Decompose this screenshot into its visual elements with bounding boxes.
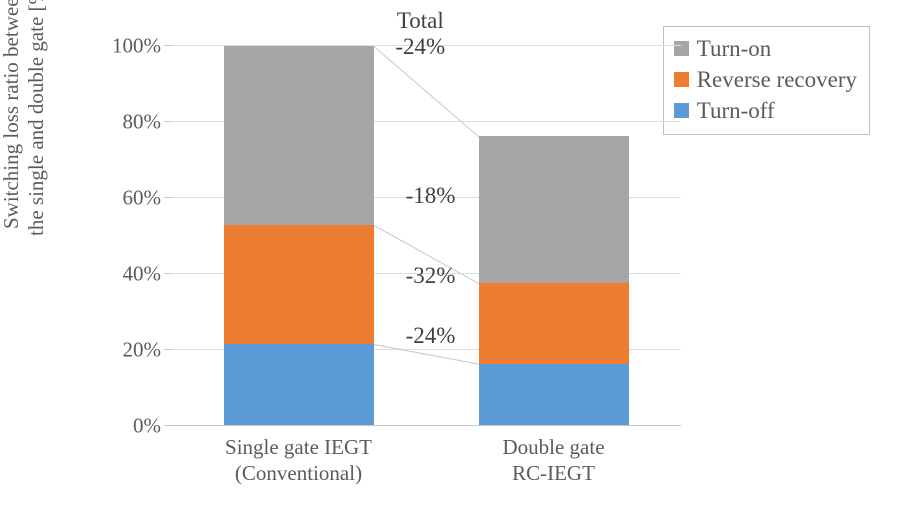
bar-double [479,136,629,426]
y-tick-label: 0% [133,414,171,439]
legend-item-turn-off: Turn-off [674,95,857,126]
y-axis-label: Switching loss ratio between the single … [0,0,49,236]
bar-segment-turn_off [479,364,629,426]
y-tick-label: 40% [123,262,172,287]
legend-label-reverse-recovery: Reverse recovery [697,64,857,95]
y-tick-label: 100% [112,34,171,59]
annotation-turn-on-value: -18% [406,183,456,208]
annotation-total-line2: -24% [395,34,445,59]
y-tick-label: 80% [123,110,172,135]
annotation-reverse-value: -32% [406,263,456,288]
x-category-double-line1: Double gate [502,435,604,459]
bar-segment-reverse_recovery [224,225,374,345]
bar-segment-turn_off [224,344,374,426]
annotation-total-line1: Total [397,8,444,33]
bar-segment-turn_on [224,46,374,225]
annotation-reverse-recovery: -32% [406,263,456,289]
legend: Turn-on Reverse recovery Turn-off [663,26,870,135]
x-category-single-line1: Single gate IEGT [225,435,372,459]
annotation-turn-off-value: -24% [406,323,456,348]
y-axis-label-line2: the single and double gate [%] [24,0,49,236]
y-tick-label: 60% [123,186,172,211]
annotation-turn-on: -18% [406,183,456,209]
bar-single [224,46,374,426]
x-category-double: Double gate RC-IEGT [454,426,654,487]
x-category-single: Single gate IEGT (Conventional) [199,426,399,487]
y-tick-label: 20% [123,338,172,363]
x-category-single-line2: (Conventional) [235,461,362,485]
legend-item-turn-on: Turn-on [674,33,857,64]
legend-item-reverse-recovery: Reverse recovery [674,64,857,95]
annotation-total: Total -24% [395,8,445,60]
bar-segment-turn_on [479,136,629,282]
bar-segment-reverse_recovery [479,283,629,364]
legend-label-turn-on: Turn-on [697,33,772,64]
annotation-turn-off: -24% [406,323,456,349]
legend-label-turn-off: Turn-off [697,95,775,126]
chart-plot-area: 0%20%40%60%80%100% Single gate IEGT (Con… [171,46,681,426]
x-category-double-line2: RC-IEGT [512,461,595,485]
y-axis-label-line1: Switching loss ratio between [0,0,23,229]
